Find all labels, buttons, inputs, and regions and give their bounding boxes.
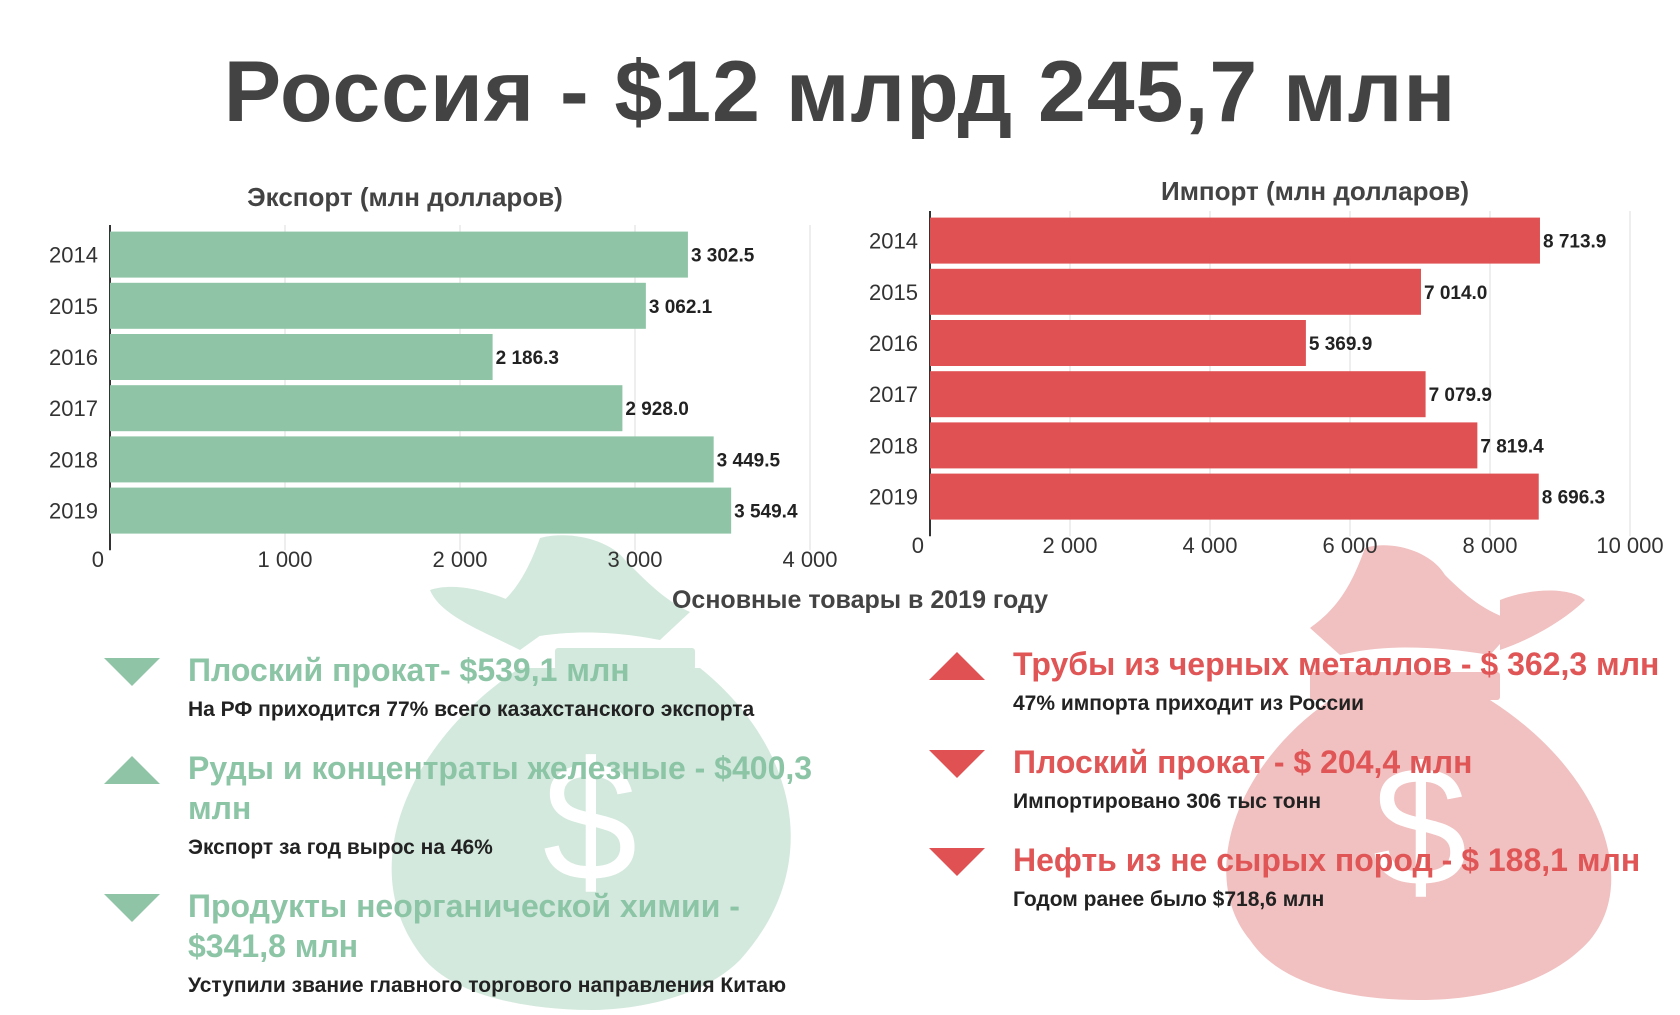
trend-down-icon xyxy=(929,848,985,876)
export-good-note: Экспорт за год вырос на 46% xyxy=(188,836,493,859)
export-x-tick-label: 1 000 xyxy=(257,547,312,572)
import-x-tick-label: 0 xyxy=(912,533,924,558)
import-data-label: 8 713.9 xyxy=(1543,232,1606,253)
import-x-tick-label: 6 000 xyxy=(1322,533,1377,558)
trend-down-icon xyxy=(104,894,160,922)
import-x-tick-label: 4 000 xyxy=(1182,533,1237,558)
export-good-note: Уступили звание главного торгового напра… xyxy=(188,974,787,997)
export-x-tick-label: 0 xyxy=(92,547,104,572)
import-bar xyxy=(930,268,1421,315)
export-x-tick-label: 4 000 xyxy=(782,547,837,572)
import-data-label: 7 079.9 xyxy=(1429,385,1492,406)
trend-down-icon xyxy=(929,750,985,778)
import-data-label: 8 696.3 xyxy=(1542,488,1605,509)
export-bar xyxy=(110,436,714,483)
import-bar xyxy=(930,422,1478,469)
export-category-label: 2015 xyxy=(49,294,98,319)
export-category-label: 2019 xyxy=(49,499,98,524)
export-bar xyxy=(110,231,688,278)
export-category-label: 2016 xyxy=(49,345,98,370)
import-x-tick-label: 2 000 xyxy=(1042,533,1097,558)
export-bar xyxy=(110,334,493,380)
export-good-name: Плоский прокат- $539,1 млн xyxy=(188,652,630,688)
import-category-label: 2018 xyxy=(869,433,918,458)
trend-up-icon xyxy=(929,652,985,680)
import-bar xyxy=(930,473,1539,520)
svg-text:$: $ xyxy=(1373,732,1468,922)
import-category-label: 2017 xyxy=(869,382,918,407)
import-good-name: Плоский прокат - $ 204,4 млн xyxy=(1013,744,1473,780)
export-bar xyxy=(110,385,623,432)
import-x-tick-label: 8 000 xyxy=(1462,533,1517,558)
import-good-note: Годом ранее было $718,6 млн xyxy=(1013,888,1325,911)
export-good-name: Руды и концентраты железные - $400,3 млн xyxy=(188,750,813,826)
export-x-tick-label: 2 000 xyxy=(432,547,487,572)
import-data-label: 7 014.0 xyxy=(1424,283,1487,304)
import-bar xyxy=(930,320,1306,366)
import-bar xyxy=(930,217,1540,264)
import-category-label: 2015 xyxy=(869,280,918,305)
import-good-note: 47% импорта приходит из России xyxy=(1013,692,1365,715)
page-title: Россия - $12 млрд 245,7 млн xyxy=(223,44,1457,140)
trend-down-icon xyxy=(104,658,160,686)
svg-text:$: $ xyxy=(543,727,638,917)
export-data-label: 2 928.0 xyxy=(625,399,688,420)
import-chart-title: Импорт (млн долларов) xyxy=(1161,176,1469,206)
export-category-label: 2017 xyxy=(49,396,98,421)
export-data-label: 3 449.5 xyxy=(717,450,781,471)
export-data-label: 3 062.1 xyxy=(649,297,713,318)
export-good-note: На РФ приходится 77% всего казахстанског… xyxy=(188,698,755,721)
import-data-label: 7 819.4 xyxy=(1480,436,1544,457)
export-data-label: 3 302.5 xyxy=(691,246,755,267)
import-bar xyxy=(930,371,1426,418)
export-x-tick-label: 3 000 xyxy=(607,547,662,572)
goods-section-title: Основные товары в 2019 году xyxy=(671,586,1049,614)
import-good-note: Импортировано 306 тыс тонн xyxy=(1013,790,1322,813)
export-category-label: 2014 xyxy=(49,243,98,268)
import-category-label: 2016 xyxy=(869,331,918,356)
import-x-tick-label: 10 000 xyxy=(1596,533,1663,558)
export-bar xyxy=(110,282,646,329)
export-bar xyxy=(110,487,732,534)
import-data-label: 5 369.9 xyxy=(1309,334,1372,355)
import-category-label: 2014 xyxy=(869,229,918,254)
trend-up-icon xyxy=(104,756,160,784)
export-good-name: Продукты неорганической химии - $341,8 м… xyxy=(188,888,740,964)
export-chart-title: Экспорт (млн долларов) xyxy=(247,182,563,212)
import-category-label: 2019 xyxy=(869,485,918,510)
export-data-label: 2 186.3 xyxy=(496,348,559,369)
export-category-label: 2018 xyxy=(49,447,98,472)
import-good-name: Нефть из не сырых пород - $ 188,1 млн xyxy=(1013,842,1641,878)
import-good-name: Трубы из черных металлов - $ 362,3 млн xyxy=(1013,646,1660,682)
export-data-label: 3 549.4 xyxy=(734,502,798,523)
